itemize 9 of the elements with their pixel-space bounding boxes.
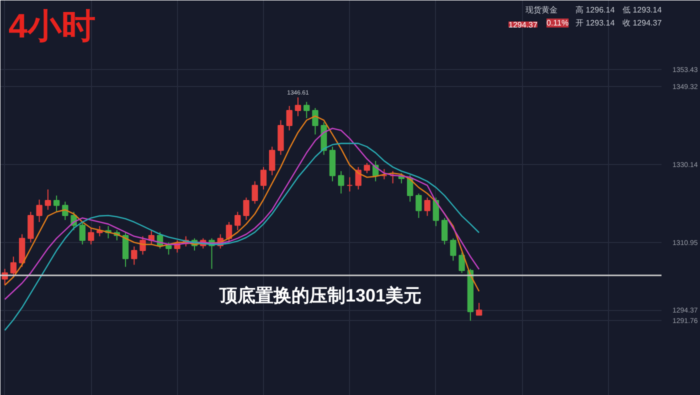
annotation: 顶底置换的压制1301美元 <box>218 286 422 306</box>
chart-title: 4小时 <box>8 8 96 46</box>
text: 低 1293.14 <box>622 6 662 14</box>
text: 收 1294.37 <box>622 18 662 28</box>
text: 现货黄金 <box>526 6 558 14</box>
text: 1294.37 <box>508 20 538 30</box>
text: 0.11% <box>546 18 569 28</box>
text: 开 1293.14 <box>576 18 616 28</box>
text: 高 1296.14 <box>576 6 616 14</box>
